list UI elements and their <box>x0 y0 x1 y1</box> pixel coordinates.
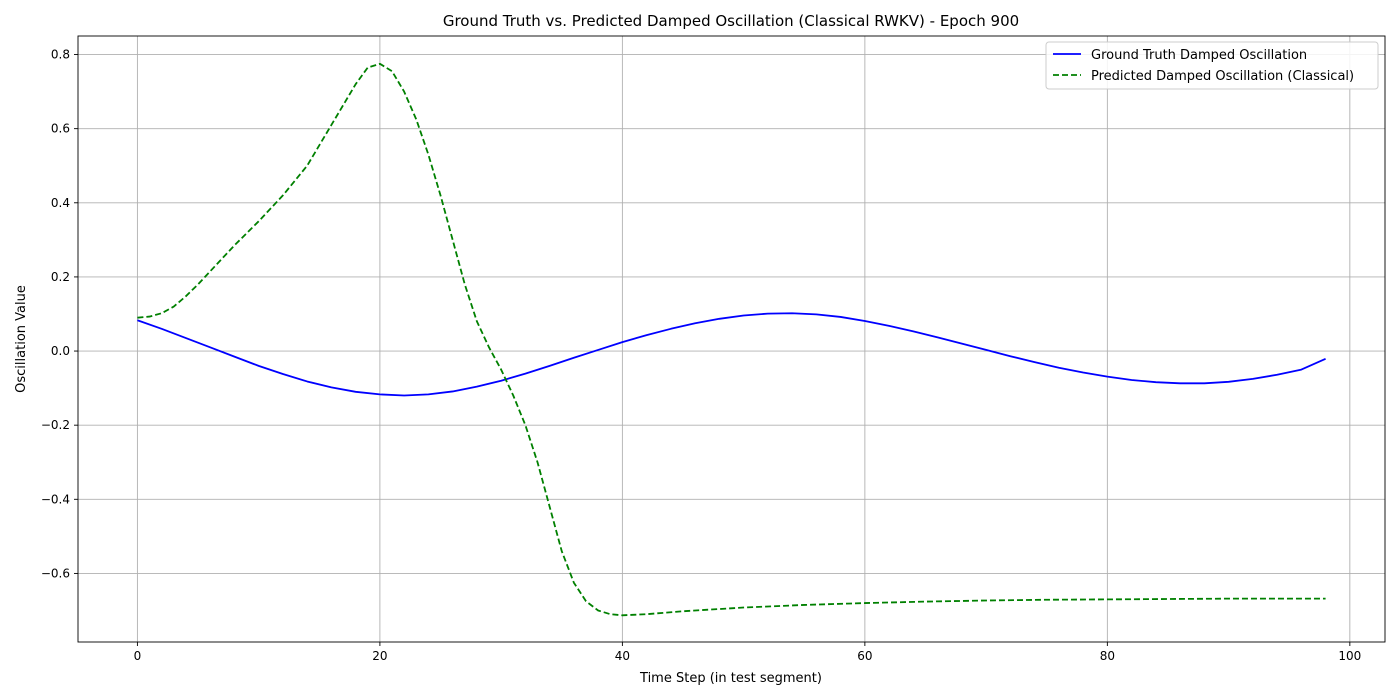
x-tick-label: 100 <box>1338 649 1361 663</box>
y-tick-label: 0.6 <box>51 122 70 136</box>
x-tick-label: 60 <box>857 649 872 663</box>
grid-layer <box>78 36 1385 642</box>
y-tick-label: 0.0 <box>51 344 70 358</box>
ground-truth-line <box>137 312 1326 397</box>
x-axis-label: Time Step (in test segment) <box>639 671 822 686</box>
y-tick-label: −0.6 <box>41 566 70 580</box>
series-layer <box>137 62 1326 617</box>
y-tick-label: 0.2 <box>51 270 70 284</box>
x-tick-label: 20 <box>372 649 387 663</box>
legend-label-predicted: Predicted Damped Oscillation (Classical) <box>1091 69 1354 84</box>
x-tick-label: 80 <box>1100 649 1115 663</box>
plot-frame <box>77 35 1386 643</box>
y-tick-label: −0.4 <box>41 492 70 506</box>
y-axis-label: Oscillation Value <box>14 285 29 393</box>
chart-title: Ground Truth vs. Predicted Damped Oscill… <box>443 12 1019 30</box>
legend: Ground Truth Damped Oscillation Predicte… <box>1045 41 1379 90</box>
x-tick-label: 40 <box>615 649 630 663</box>
predicted-line <box>137 62 1326 617</box>
ticks-layer: 0 20 40 60 80 100 −0.6 −0.4 −0.2 0.0 0.2 0.4 0.6 0.8 <box>41 48 1361 663</box>
legend-box <box>1045 41 1379 90</box>
y-tick-label: −0.2 <box>41 418 70 432</box>
x-tick-label: 0 <box>134 649 142 663</box>
y-tick-label: 0.8 <box>51 48 70 62</box>
legend-label-ground-truth: Ground Truth Damped Oscillation <box>1091 48 1307 63</box>
y-tick-label: 0.4 <box>51 196 70 210</box>
